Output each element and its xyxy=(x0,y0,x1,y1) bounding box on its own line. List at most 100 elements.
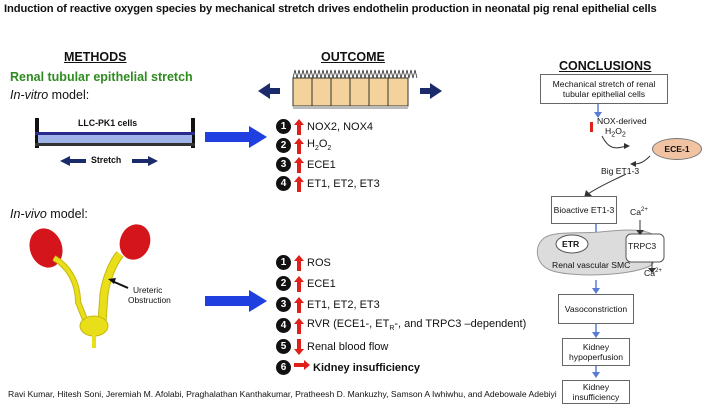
invitro-label: In-vitro model: xyxy=(10,88,89,102)
invitro-outcome-item: 4 ET1, ET2, ET3 xyxy=(276,175,380,192)
step-number-badge: 3 xyxy=(276,157,291,172)
invivo-suffix: model: xyxy=(46,207,88,221)
trpc3-label: TRPC3 xyxy=(628,241,657,251)
ca-top-sup: 2+ xyxy=(641,207,648,214)
invitro-outcome-text: ET1, ET2, ET3 xyxy=(307,177,380,190)
invitro-outcome-text: H2O2 xyxy=(307,138,332,153)
increase-arrow-icon xyxy=(294,275,304,292)
bladder xyxy=(79,315,109,337)
figure-title: Induction of reactive oxygen species by … xyxy=(4,3,657,15)
step-number-badge: 2 xyxy=(276,276,291,291)
vasoconstriction-box: Vasoconstriction xyxy=(558,294,634,324)
invivo-outcome-text: RVR (ECE1-, ETR-, and TRPC3 –dependent) xyxy=(307,318,527,333)
cells-label: LLC-PK1 cells xyxy=(78,118,138,128)
step-number-badge: 2 xyxy=(276,138,291,153)
etr-label: ETR xyxy=(562,239,580,249)
ca-bottom: Ca xyxy=(644,268,655,278)
conclusions-header: CONCLUSIONS xyxy=(559,59,652,73)
invivo-outcome-text: Renal blood flow xyxy=(307,340,389,353)
increase-arrow-icon xyxy=(294,175,304,192)
increase-arrow-icon xyxy=(294,118,304,135)
cells-right-arrow xyxy=(420,83,442,99)
step-number-badge: 6 xyxy=(276,360,291,375)
stretch-box: Mechanical stretch of renal tubular epit… xyxy=(540,74,668,104)
invivo-outcome-item: 6 Kidney insufficiency xyxy=(276,359,420,376)
invivo-outcome-item: 2 ECE1 xyxy=(276,275,336,292)
invivo-outcome-item: 5 Renal blood flow xyxy=(276,338,388,355)
invivo-label: In-vivo model: xyxy=(10,207,88,221)
cells-left-arrow xyxy=(258,83,280,99)
membrane-top xyxy=(35,132,195,135)
invitro-flow-arrow xyxy=(205,126,267,148)
trpc3-channel xyxy=(625,233,665,263)
invitro-suffix: model: xyxy=(48,88,90,102)
methods-subtitle: Renal tubular epithelial stretch xyxy=(10,70,193,84)
increase-arrow-icon xyxy=(294,137,304,154)
obstruction-label: Ureteric Obstruction xyxy=(128,285,171,305)
invitro-outcome-text: NOX2, NOX4 xyxy=(307,120,374,133)
epithelial-cells-illustration xyxy=(258,69,442,109)
nox-line1: NOX-derived xyxy=(597,116,647,126)
invivo-flow-arrow xyxy=(205,290,267,312)
methods-header: METHODS xyxy=(64,50,127,64)
ca-top: Ca xyxy=(630,207,641,217)
smc-label: Renal vascular SMC xyxy=(552,260,631,270)
stretch-right-arrow xyxy=(132,156,158,166)
step-number-badge: 5 xyxy=(276,339,291,354)
step-number-badge: 4 xyxy=(276,318,291,333)
obstruction-pointer xyxy=(111,280,129,289)
obstruction-line2: Obstruction xyxy=(128,295,171,305)
right-kidney xyxy=(119,224,151,260)
obstruction-arrowhead xyxy=(108,278,116,284)
stretch-left-arrow xyxy=(60,156,86,166)
obstruction-line1: Ureteric xyxy=(133,285,163,295)
increase-arrow-icon xyxy=(294,317,304,334)
decrease-arrow-icon xyxy=(294,338,304,355)
bioactive-box: Bioactive ET1-3 xyxy=(551,196,617,224)
ca-bottom-sup: 2+ xyxy=(655,268,662,275)
nox-h: H xyxy=(605,126,612,136)
cell-layer xyxy=(38,135,192,143)
outcome-header: OUTCOME xyxy=(321,50,385,64)
nox-sub2: 2 xyxy=(621,130,626,139)
urethra xyxy=(92,334,96,348)
invivo-prefix: In-vivo xyxy=(10,207,47,221)
urinary-tract-illustration xyxy=(29,224,151,348)
invitro-outcome-item: 2 H2O2 xyxy=(276,137,331,154)
invitro-outcome-item: 1 NOX2, NOX4 xyxy=(276,118,373,135)
invivo-outcome-item: 1 ROS xyxy=(276,254,331,271)
invitro-outcome-item: 3 ECE1 xyxy=(276,156,336,173)
invitro-prefix: In-vitro xyxy=(10,88,49,102)
ece1-enzyme: ECE-1 xyxy=(652,138,702,160)
step-number-badge: 1 xyxy=(276,255,291,270)
increase-arrow-icon xyxy=(294,156,304,173)
nox-label: NOX-derived H2O2 xyxy=(597,116,647,140)
invivo-outcome-text: ECE1 xyxy=(307,277,336,290)
hypoperfusion-box: Kidney hypoperfusion xyxy=(562,338,630,366)
invitro-outcome-text: ECE1 xyxy=(307,158,336,171)
cell-row xyxy=(292,69,418,109)
nox-sub1: 2 xyxy=(611,130,616,139)
invivo-outcome-item: 4 RVR (ECE1-, ETR-, and TRPC3 –dependent) xyxy=(276,317,526,334)
nox-line2: H2O2 xyxy=(605,126,647,140)
stretch-label: Stretch xyxy=(91,155,122,165)
step-number-badge: 4 xyxy=(276,176,291,191)
insufficiency-box: Kidney insufficiency xyxy=(562,380,630,404)
increase-arrow-icon xyxy=(294,296,304,313)
ca-bottom-label: Ca2+ xyxy=(644,268,662,278)
invivo-outcome-text: ROS xyxy=(307,256,331,269)
step-number-badge: 3 xyxy=(276,297,291,312)
big-et-label: Big ET1-3 xyxy=(601,166,640,176)
conclusions-flow-lines xyxy=(536,104,665,378)
step-number-badge: 1 xyxy=(276,119,291,134)
invivo-outcome-text: ET1, ET2, ET3 xyxy=(307,298,380,311)
invivo-outcome-item: 3 ET1, ET2, ET3 xyxy=(276,296,380,313)
etr-receptor xyxy=(555,234,589,254)
ca-top-label: Ca2+ xyxy=(630,207,648,217)
stretch-chamber-diagram xyxy=(35,118,195,166)
membrane-bottom xyxy=(35,143,195,146)
leads-to-arrow-icon xyxy=(294,359,310,370)
author-credits: Ravi Kumar, Hitesh Soni, Jeremiah M. Afo… xyxy=(8,389,557,399)
increase-arrow-icon xyxy=(294,254,304,271)
invivo-outcome-text: Kidney insufficiency xyxy=(313,361,420,374)
